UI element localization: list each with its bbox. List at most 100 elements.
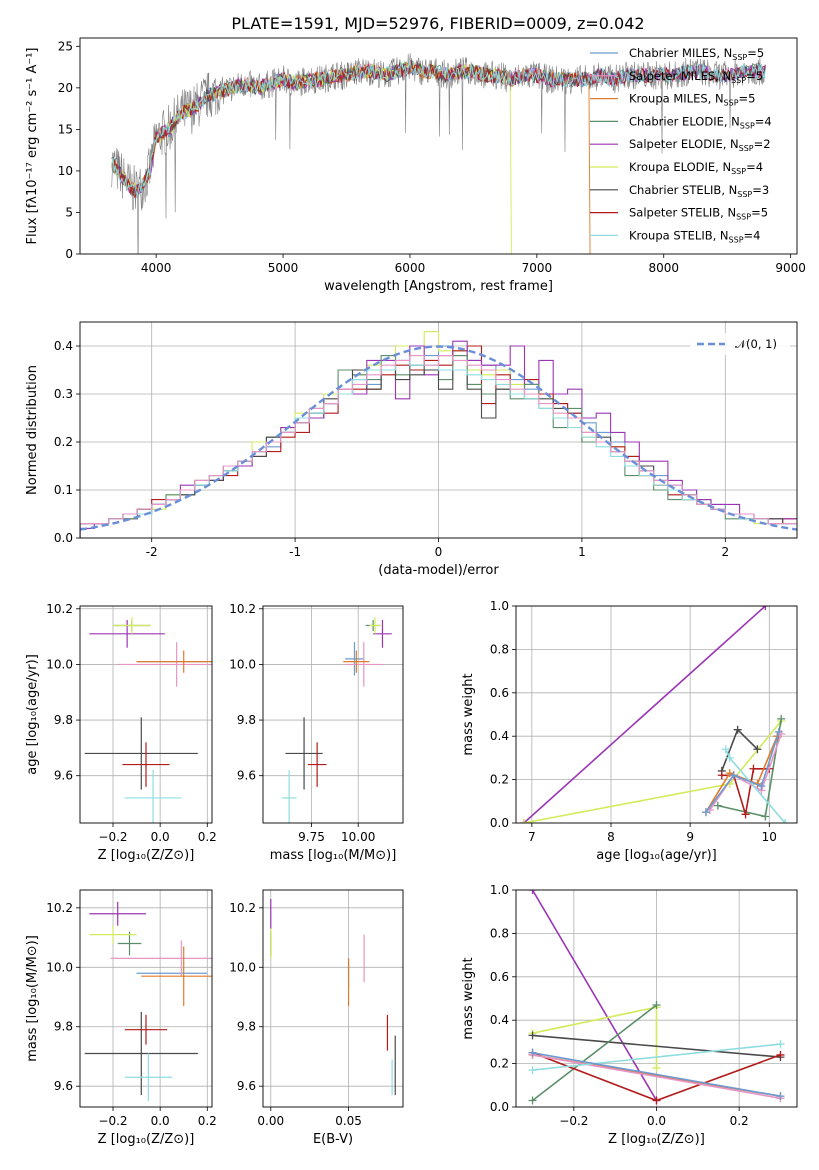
y-tick-label: 0.0 xyxy=(490,816,509,830)
legend-subscript: SSP xyxy=(739,144,754,153)
legend-entry-chabrier-stelib: Chabrier STELIB, NSSP=3 xyxy=(629,183,769,199)
weight-marker xyxy=(781,819,790,823)
errorbar-chabrier-stelib xyxy=(84,717,198,790)
errorbar-salpeter-miles xyxy=(117,642,212,687)
legend-nssp: =5 xyxy=(739,92,756,106)
errorbar-salpeter-miles xyxy=(110,940,212,977)
weight-series-salpeter-elodie xyxy=(519,606,770,823)
y-tick-label: 0.0 xyxy=(54,531,73,545)
weight-series-chabrier-elodie xyxy=(713,714,786,821)
errorbar-kroupa-miles xyxy=(136,650,212,673)
legend-entry-kroupa-miles: Kroupa MILES, NSSP=5 xyxy=(629,92,755,108)
x-axis-label: age [log₁₀(age/yr)] xyxy=(596,848,717,863)
legend-subscript: SSP xyxy=(731,76,746,85)
x-tick-label: 4000 xyxy=(141,261,172,275)
legend-subscript: SSP xyxy=(729,235,744,244)
errorbar-kroupa-elodie xyxy=(113,617,151,634)
normal-curve xyxy=(80,345,797,531)
axes-frame xyxy=(79,37,798,255)
y-tick-label: 1.0 xyxy=(490,599,509,613)
y-tick-label: 10.2 xyxy=(229,901,256,915)
legend-nssp: =4 xyxy=(746,160,763,174)
y-tick-label: 15 xyxy=(58,122,73,136)
axes-frame xyxy=(79,321,798,539)
weight-marker xyxy=(774,727,783,736)
histogram-salpeter-miles xyxy=(80,355,797,538)
plot-area-weight-vs-age xyxy=(519,606,790,823)
x-axis-label: (data-model)/error xyxy=(378,563,499,578)
legend-box xyxy=(690,333,790,355)
y-tick-label: 0.6 xyxy=(490,686,509,700)
legend-subscript: SSP xyxy=(724,99,739,108)
x-axis-label: Z [log₁₀(Z/Z⊙)] xyxy=(98,848,195,863)
weight-marker xyxy=(733,725,742,734)
weight-marker xyxy=(701,808,710,817)
y-tick-label: 0.8 xyxy=(490,642,509,656)
axes-frame xyxy=(515,889,798,1108)
legend-nssp: =4 xyxy=(755,114,772,128)
y-tick-label: 5 xyxy=(65,205,73,219)
legend-name: Salpeter MILES, N xyxy=(629,69,731,83)
weight-marker xyxy=(753,745,762,754)
y-axis-label: mass weight xyxy=(461,673,476,755)
plot-area-mass-vs-ebv xyxy=(270,898,396,1096)
figure-title: PLATE=1591, MJD=52976, FIBERID=0009, z=0… xyxy=(231,14,644,33)
weight-marker xyxy=(777,714,786,723)
x-tick-label: −0.2 xyxy=(559,1114,588,1128)
x-tick-label: −0.2 xyxy=(98,1114,127,1128)
errorbar-chabrier-stelib xyxy=(285,717,323,790)
y-tick-label: 9.8 xyxy=(54,1020,73,1034)
plot-area-weight-vs-Z xyxy=(528,890,785,1105)
weight-series-chabrier-miles xyxy=(528,1048,785,1101)
y-tick-label: 10 xyxy=(58,164,73,178)
legend-subscript: SSP xyxy=(736,213,751,222)
weight-marker xyxy=(776,1050,785,1059)
x-axis-label: Z [log₁₀(Z/Z⊙)] xyxy=(98,1132,195,1147)
weight-line xyxy=(532,1004,657,1102)
errorbar-chabrier-stelib xyxy=(84,1011,198,1096)
axes-frame xyxy=(262,605,404,824)
legend-entry-chabrier-elodie: Chabrier ELODIE, NSSP=4 xyxy=(629,114,772,130)
legend-nssp: =4 xyxy=(744,228,761,242)
weight-marker xyxy=(528,1048,537,1057)
legend-name: Salpeter STELIB, N xyxy=(629,206,736,220)
plot-area-mass-vs-Z xyxy=(84,901,212,1102)
legend-name: Salpeter ELODIE, N xyxy=(629,137,739,151)
y-tick-label: 1.0 xyxy=(490,883,509,897)
x-tick-label: 6000 xyxy=(395,261,426,275)
y-tick-label: 0.4 xyxy=(490,1013,509,1027)
x-tick-label: 1 xyxy=(578,545,586,559)
x-tick-label: 9 xyxy=(686,830,694,844)
x-axis-label: wavelength [Angstrom, rest frame] xyxy=(324,279,553,294)
weight-marker xyxy=(757,782,766,791)
weight-series-chabrier-elodie xyxy=(528,1001,661,1105)
y-tick-label: 10.0 xyxy=(229,960,256,974)
y-tick-label: 25 xyxy=(58,39,73,53)
y-tick-label: 0.2 xyxy=(490,773,509,787)
errorbar-chabrier-elodie xyxy=(117,931,142,956)
errorbar-salpeter-elodie xyxy=(89,619,165,648)
legend-subscript: SSP xyxy=(731,167,746,176)
weight-marker xyxy=(528,1096,537,1105)
legend-entry-salpeter-stelib: Salpeter STELIB, NSSP=5 xyxy=(629,206,768,222)
weight-marker xyxy=(749,764,758,773)
x-tick-label: 10.00 xyxy=(341,830,375,844)
weight-marker xyxy=(725,753,734,762)
x-axis-label: mass [log₁₀(M/M⊙)] xyxy=(270,848,397,863)
x-tick-label: 0 xyxy=(435,545,443,559)
legend-name: Kroupa ELODIE, N xyxy=(629,160,731,174)
y-tick-label: 0.4 xyxy=(490,729,509,743)
legend-entry-chabrier-miles: Chabrier MILES, NSSP=5 xyxy=(629,46,764,62)
y-tick-label: 0.0 xyxy=(490,1100,509,1114)
plot-area-spectrum xyxy=(111,53,766,254)
x-axis-label: Z [log₁₀(Z/Z⊙)] xyxy=(608,1132,705,1147)
y-tick-label: 0.4 xyxy=(54,339,73,353)
errorbar-chabrier-miles xyxy=(345,642,364,676)
legend-name: Chabrier MILES, N xyxy=(629,46,732,60)
errorbar-kroupa-elodie xyxy=(369,617,381,634)
panel-spectrum: 4000 5000 6000 7000 8000 9000 0 5 10 15 20 25 wavele… xyxy=(25,37,806,294)
legend-nssp: =5 xyxy=(751,206,768,220)
weight-marker xyxy=(528,890,537,894)
y-tick-label: 0 xyxy=(65,247,73,261)
errorbar-kroupa-stelib xyxy=(124,770,182,823)
